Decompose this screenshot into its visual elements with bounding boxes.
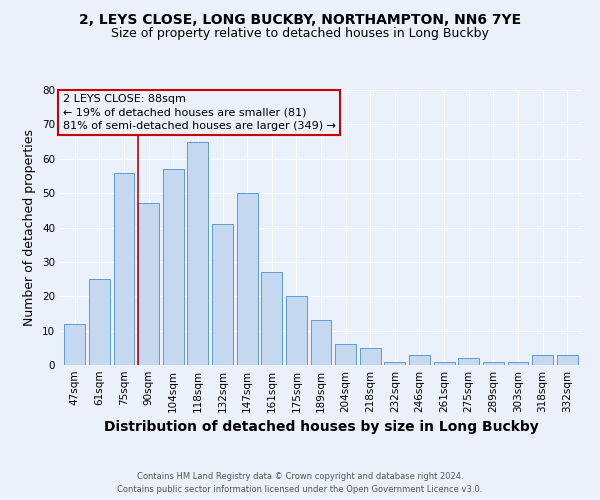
Bar [64,324,85,365]
Bar [360,348,381,365]
Bar [385,362,406,365]
Bar [163,169,184,365]
Text: 2 LEYS CLOSE: 88sqm
← 19% of detached houses are smaller (81)
81% of semi-detach: 2 LEYS CLOSE: 88sqm ← 19% of detached ho… [62,94,335,130]
Text: Size of property relative to detached houses in Long Buckby: Size of property relative to detached ho… [111,28,489,40]
Bar [458,358,479,365]
Bar [89,279,110,365]
Bar [508,362,529,365]
Bar [409,354,430,365]
Bar [261,272,282,365]
Bar [187,142,208,365]
Text: Contains public sector information licensed under the Open Government Licence v3: Contains public sector information licen… [118,485,482,494]
Bar [557,354,578,365]
X-axis label: Distribution of detached houses by size in Long Buckby: Distribution of detached houses by size … [104,420,538,434]
Bar [236,193,257,365]
Bar [138,204,159,365]
Bar [113,172,134,365]
Bar [434,362,455,365]
Text: 2, LEYS CLOSE, LONG BUCKBY, NORTHAMPTON, NN6 7YE: 2, LEYS CLOSE, LONG BUCKBY, NORTHAMPTON,… [79,12,521,26]
Text: Contains HM Land Registry data © Crown copyright and database right 2024.: Contains HM Land Registry data © Crown c… [137,472,463,481]
Bar [483,362,504,365]
Bar [311,320,331,365]
Bar [335,344,356,365]
Bar [212,224,233,365]
Bar [532,354,553,365]
Bar [286,296,307,365]
Y-axis label: Number of detached properties: Number of detached properties [23,129,37,326]
